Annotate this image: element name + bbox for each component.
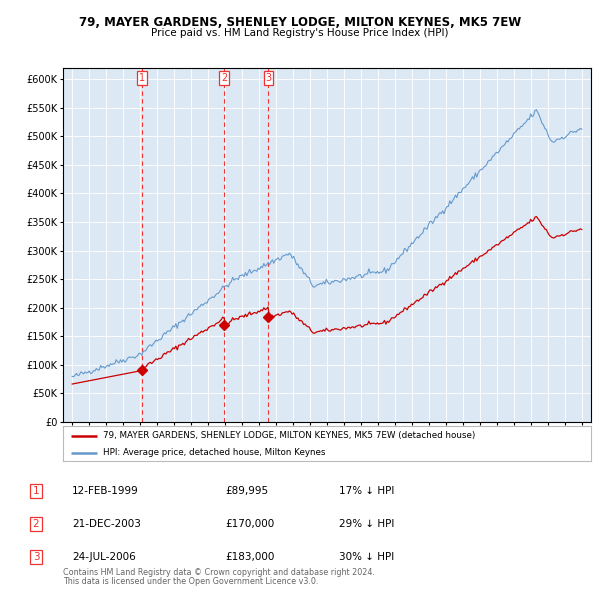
Text: HPI: Average price, detached house, Milton Keynes: HPI: Average price, detached house, Milt…: [103, 448, 325, 457]
Text: 3: 3: [265, 73, 271, 83]
Text: 21-DEC-2003: 21-DEC-2003: [72, 519, 141, 529]
Text: 79, MAYER GARDENS, SHENLEY LODGE, MILTON KEYNES, MK5 7EW: 79, MAYER GARDENS, SHENLEY LODGE, MILTON…: [79, 16, 521, 29]
Text: 29% ↓ HPI: 29% ↓ HPI: [339, 519, 394, 529]
Text: £170,000: £170,000: [225, 519, 274, 529]
Text: 1: 1: [32, 486, 40, 496]
Text: 3: 3: [32, 552, 40, 562]
Text: 2: 2: [221, 73, 227, 83]
Text: £89,995: £89,995: [225, 486, 268, 496]
Text: 12-FEB-1999: 12-FEB-1999: [72, 486, 139, 496]
Text: 24-JUL-2006: 24-JUL-2006: [72, 552, 136, 562]
Text: 79, MAYER GARDENS, SHENLEY LODGE, MILTON KEYNES, MK5 7EW (detached house): 79, MAYER GARDENS, SHENLEY LODGE, MILTON…: [103, 431, 475, 440]
Text: Price paid vs. HM Land Registry's House Price Index (HPI): Price paid vs. HM Land Registry's House …: [151, 28, 449, 38]
Text: 1: 1: [139, 73, 145, 83]
Text: 30% ↓ HPI: 30% ↓ HPI: [339, 552, 394, 562]
Text: £183,000: £183,000: [225, 552, 274, 562]
Text: This data is licensed under the Open Government Licence v3.0.: This data is licensed under the Open Gov…: [63, 578, 319, 586]
Text: Contains HM Land Registry data © Crown copyright and database right 2024.: Contains HM Land Registry data © Crown c…: [63, 568, 375, 577]
Text: 17% ↓ HPI: 17% ↓ HPI: [339, 486, 394, 496]
Text: 2: 2: [32, 519, 40, 529]
